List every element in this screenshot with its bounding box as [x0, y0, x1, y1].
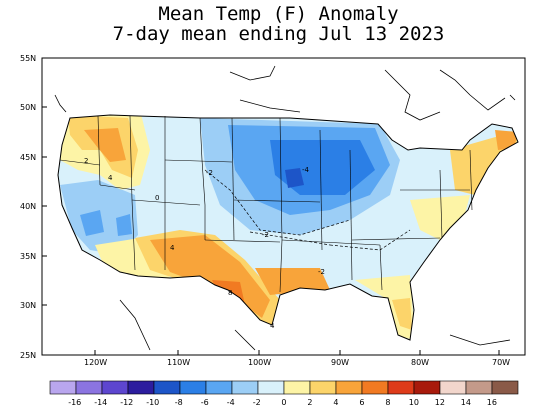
lat-label: 55N	[20, 54, 37, 63]
colorbar-tick-label: 8	[385, 398, 391, 407]
lat-label: 40N	[20, 202, 37, 211]
colorbar-swatch	[127, 380, 155, 395]
colorbar-swatch	[205, 380, 233, 395]
colorbar-tick-label: -8	[174, 398, 183, 407]
anomaly-gulf-warm	[255, 268, 330, 295]
lon-label: 120W	[84, 358, 108, 367]
lat-label: 45N	[20, 153, 37, 162]
colorbar-swatch	[361, 380, 389, 395]
anomaly-nevada-cooler	[80, 210, 104, 236]
contour-label: -2	[318, 268, 325, 276]
colorbar-swatch	[335, 380, 363, 395]
anomaly-iowa-coldest	[285, 168, 304, 188]
colorbar-tick-label: 0	[281, 398, 287, 407]
colorbar-tick-label: -6	[200, 398, 209, 407]
colorbar-tick-label: -2	[252, 398, 261, 407]
colorbar-tick-label: -12	[120, 398, 134, 407]
colorbar-tick-label: 2	[307, 398, 313, 407]
colorbar-tick-label: 14	[460, 398, 471, 407]
colorbar-swatch	[179, 380, 207, 395]
contour-labels: -2 -2 -4 -2 0 2 4 4 8 4	[84, 157, 325, 330]
contour-label: -2	[206, 169, 213, 177]
contour-label: -4	[302, 166, 310, 174]
colorbar-swatch	[49, 380, 77, 395]
map-title: Mean Temp (F) Anomaly	[158, 3, 399, 25]
us-outline	[57, 114, 519, 341]
colorbar-swatch	[413, 380, 441, 395]
lat-label: 25N	[20, 351, 37, 360]
colorbar-tick-label: -10	[146, 398, 160, 407]
colorbar-swatch	[283, 380, 311, 395]
contour-label: 0	[155, 194, 159, 202]
colorbar-tick-label: 16	[486, 398, 497, 407]
lon-ticks	[94, 350, 500, 355]
colorbar-tick-label: 6	[359, 398, 365, 407]
lon-label: 70W	[492, 358, 511, 367]
colorbar-swatch	[257, 380, 285, 395]
colorbar-tick-label: 4	[333, 398, 339, 407]
contour-label: 4	[108, 174, 113, 182]
anomaly-idaho-hot	[84, 128, 126, 162]
lon-label: 100W	[248, 358, 272, 367]
lon-label: 80W	[411, 358, 430, 367]
state-borders	[59, 115, 473, 293]
anomaly-utah-cooler	[116, 214, 132, 236]
colorbar-tick-label: 10	[408, 398, 419, 407]
colorbar-swatch	[153, 380, 181, 395]
colorbar-tick-label: -14	[94, 398, 108, 407]
colorbar-swatch	[387, 380, 415, 395]
contour-label: 4	[170, 244, 175, 252]
coastline-details	[54, 65, 516, 351]
colorbar-tick-label: -16	[68, 398, 82, 407]
lat-label: 35N	[20, 252, 37, 261]
colorbar-tick-label: 12	[434, 398, 445, 407]
colorbar-swatch	[439, 380, 467, 395]
lon-label: 90W	[331, 358, 350, 367]
colorbar-swatch	[231, 380, 259, 395]
colorbar-swatch	[309, 380, 337, 395]
negative-contours	[204, 169, 411, 251]
contour-label: 4	[270, 322, 275, 330]
map-subtitle: 7-day mean ending Jul 13 2023	[112, 23, 445, 45]
contour-label: -2	[262, 231, 269, 239]
contour-label: 8	[228, 289, 232, 297]
colorbar-swatch	[465, 380, 493, 395]
lat-ticks	[42, 57, 47, 356]
colorbar-swatch	[101, 380, 129, 395]
colorbar	[49, 380, 519, 395]
lat-label: 50N	[20, 103, 37, 112]
lat-label: 30N	[20, 301, 37, 310]
colorbar-swatch	[491, 380, 519, 395]
anomaly-south-florida-warmer	[392, 298, 412, 330]
lon-label: 110W	[167, 358, 191, 367]
colorbar-swatch	[75, 380, 103, 395]
contour-label: 2	[84, 157, 88, 165]
colorbar-tick-label: -4	[226, 398, 235, 407]
